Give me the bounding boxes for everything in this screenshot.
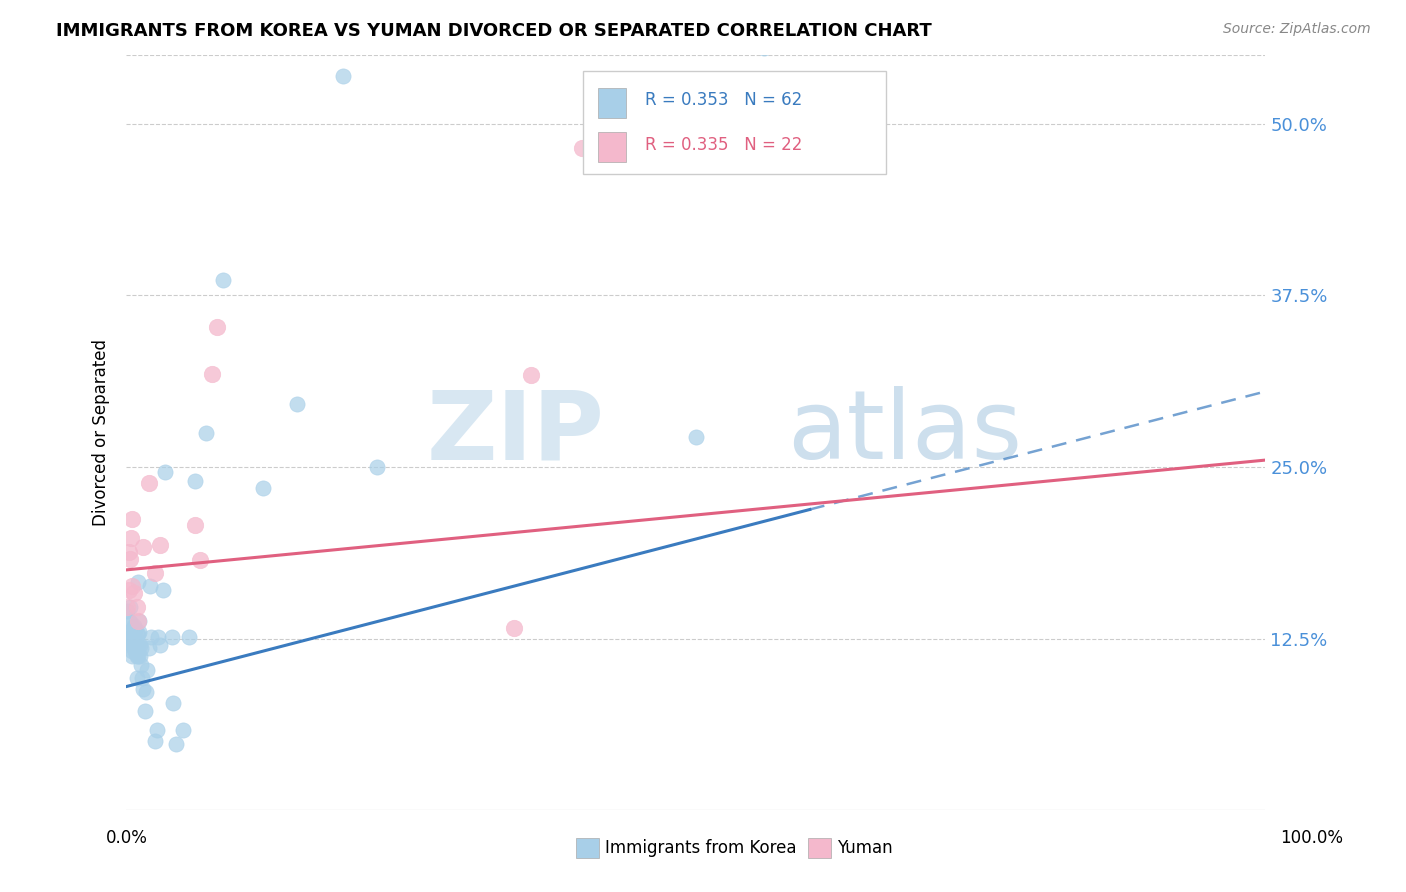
Point <box>125 627 148 641</box>
Point <box>502 621 524 635</box>
Point <box>139 579 162 593</box>
Point <box>754 41 776 55</box>
Point <box>128 614 150 628</box>
Point <box>149 639 172 653</box>
Point <box>162 696 184 710</box>
Point <box>124 627 146 641</box>
Point <box>124 644 146 658</box>
Y-axis label: Divorced or Separated: Divorced or Separated <box>93 339 110 526</box>
Point <box>124 622 146 636</box>
Point <box>117 583 139 598</box>
Point <box>135 663 157 677</box>
Point <box>148 630 170 644</box>
Point <box>252 481 274 495</box>
Point <box>183 474 205 488</box>
Point <box>685 123 707 137</box>
Text: Immigrants from Korea: Immigrants from Korea <box>605 839 796 857</box>
Point <box>141 630 163 644</box>
Point <box>125 649 148 664</box>
Text: ZIP: ZIP <box>427 386 605 479</box>
Point <box>188 553 211 567</box>
Point <box>117 614 139 628</box>
Text: atlas: atlas <box>787 386 1022 479</box>
Point <box>128 624 150 639</box>
Point <box>127 627 149 641</box>
Point <box>124 619 146 633</box>
Text: Yuman: Yuman <box>837 839 893 857</box>
Point <box>160 630 183 644</box>
Point <box>117 599 139 614</box>
Point <box>121 632 143 647</box>
Point <box>120 630 142 644</box>
Point <box>118 599 141 614</box>
Point <box>143 734 166 748</box>
Point <box>124 632 146 647</box>
Point <box>125 671 148 685</box>
Point <box>201 367 224 381</box>
Point <box>118 635 141 649</box>
Point <box>121 579 143 593</box>
Point <box>129 641 152 656</box>
Point <box>135 685 157 699</box>
Point <box>121 644 143 658</box>
Point <box>172 723 194 738</box>
Point <box>122 639 145 653</box>
Point <box>149 538 172 552</box>
Point <box>207 320 229 334</box>
Point <box>134 704 156 718</box>
Point <box>117 624 139 639</box>
Point <box>285 397 308 411</box>
Point <box>129 639 152 653</box>
Point <box>120 616 142 631</box>
Point <box>129 657 152 672</box>
Point <box>118 552 141 566</box>
Point <box>122 632 145 647</box>
Point <box>127 575 149 590</box>
Point <box>127 614 149 628</box>
Point <box>124 586 146 600</box>
Point <box>165 737 187 751</box>
Text: 100.0%: 100.0% <box>1279 829 1343 847</box>
Point <box>143 566 166 580</box>
Point <box>120 531 142 545</box>
Point <box>366 459 388 474</box>
Point <box>125 599 148 614</box>
Point <box>121 649 143 664</box>
Text: R = 0.335   N = 22: R = 0.335 N = 22 <box>645 136 803 154</box>
Text: Source: ZipAtlas.com: Source: ZipAtlas.com <box>1223 22 1371 37</box>
Point <box>212 273 235 287</box>
Point <box>127 649 149 664</box>
Point <box>152 583 174 598</box>
Text: 0.0%: 0.0% <box>105 829 148 847</box>
Point <box>127 639 149 653</box>
Point <box>132 682 155 697</box>
Text: IMMIGRANTS FROM KOREA VS YUMAN DIVORCED OR SEPARATED CORRELATION CHART: IMMIGRANTS FROM KOREA VS YUMAN DIVORCED … <box>56 22 932 40</box>
Point <box>122 622 145 636</box>
Point <box>120 639 142 653</box>
Point <box>332 69 354 83</box>
Point <box>183 517 205 532</box>
Point <box>571 141 593 155</box>
Point <box>132 540 155 554</box>
Point <box>177 630 200 644</box>
Point <box>121 512 143 526</box>
Point <box>124 639 146 653</box>
Point <box>131 671 153 685</box>
Point <box>138 476 160 491</box>
Point <box>685 430 707 444</box>
Point <box>146 723 169 738</box>
Point <box>129 649 152 664</box>
Point <box>153 466 176 480</box>
Point <box>122 627 145 641</box>
Point <box>117 545 139 559</box>
Point <box>195 425 218 440</box>
Point <box>117 604 139 618</box>
Point <box>519 368 541 382</box>
Point <box>138 641 160 656</box>
Text: R = 0.353   N = 62: R = 0.353 N = 62 <box>645 91 803 109</box>
